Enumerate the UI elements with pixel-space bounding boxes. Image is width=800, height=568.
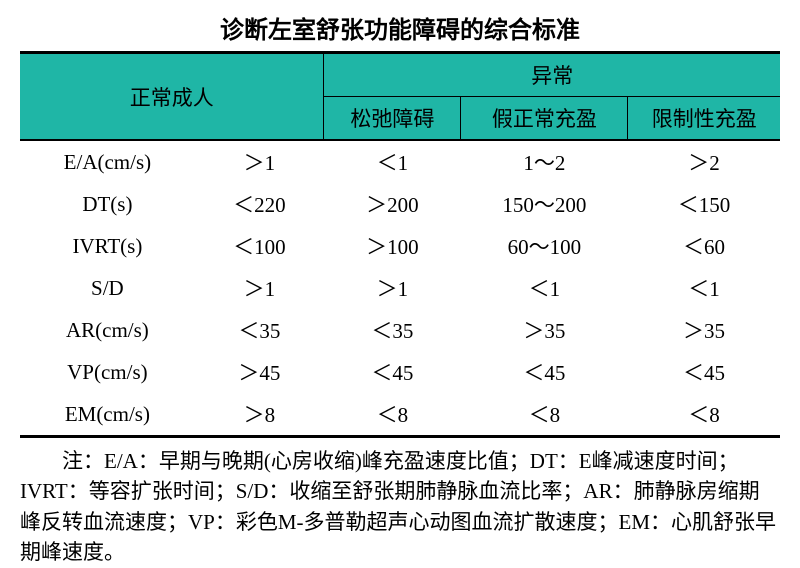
cell-normal: ＞1	[195, 267, 324, 309]
cell-c2: 1～2	[461, 140, 628, 183]
col-subheader-relaxation: 松弛障碍	[324, 97, 461, 141]
col-subheader-restrictive: 限制性充盈	[628, 97, 780, 141]
row-label: EM(cm/s)	[20, 393, 195, 437]
table-row: IVRT(s) ＜100 ＞100 60～100 ＜60	[20, 225, 780, 267]
cell-c3: ＜45	[628, 351, 780, 393]
cell-c1: ＜1	[324, 140, 461, 183]
cell-c3: ＜8	[628, 393, 780, 437]
col-header-abnormal: 异常	[324, 53, 780, 97]
row-label: E/A(cm/s)	[20, 140, 195, 183]
cell-normal: ＜35	[195, 309, 324, 351]
table-row: S/D ＞1 ＞1 ＜1 ＜1	[20, 267, 780, 309]
cell-c1: ＞100	[324, 225, 461, 267]
row-label: VP(cm/s)	[20, 351, 195, 393]
table-row: E/A(cm/s) ＞1 ＜1 1～2 ＞2	[20, 140, 780, 183]
table-row: EM(cm/s) ＞8 ＜8 ＜8 ＜8	[20, 393, 780, 437]
footnotes: 注：E/A：早期与晚期(心房收缩)峰充盈速度比值；DT：E峰减速度时间；IVRT…	[20, 446, 780, 568]
cell-c1: ＜45	[324, 351, 461, 393]
cell-c1: ＞200	[324, 183, 461, 225]
cell-c2: ＞35	[461, 309, 628, 351]
cell-c2: ＜8	[461, 393, 628, 437]
criteria-table: 正常成人异常松弛障碍假正常充盈限制性充盈 E/A(cm/s) ＞1 ＜1 1～2…	[20, 51, 780, 438]
cell-normal: ＞45	[195, 351, 324, 393]
cell-normal: ＞1	[195, 140, 324, 183]
table-body: E/A(cm/s) ＞1 ＜1 1～2 ＞2 DT(s) ＜220 ＞200 1…	[20, 140, 780, 437]
cell-c3: ＞35	[628, 309, 780, 351]
row-label: AR(cm/s)	[20, 309, 195, 351]
row-label: IVRT(s)	[20, 225, 195, 267]
cell-c2: 60～100	[461, 225, 628, 267]
cell-c3: ＜60	[628, 225, 780, 267]
table-row: VP(cm/s) ＞45 ＜45 ＜45 ＜45	[20, 351, 780, 393]
col-header-normal: 正常成人	[20, 53, 324, 141]
cell-normal: ＜220	[195, 183, 324, 225]
row-label: S/D	[20, 267, 195, 309]
cell-c1: ＜8	[324, 393, 461, 437]
cell-c1: ＜35	[324, 309, 461, 351]
cell-normal: ＞8	[195, 393, 324, 437]
cell-c3: ＜150	[628, 183, 780, 225]
cell-c3: ＜1	[628, 267, 780, 309]
page-root: 诊断左室舒张功能障碍的综合标准 正常成人异常松弛障碍假正常充盈限制性充盈 E/A…	[0, 0, 800, 522]
table-title: 诊断左室舒张功能障碍的综合标准	[20, 10, 780, 45]
cell-c1: ＞1	[324, 267, 461, 309]
cell-c2: ＜1	[461, 267, 628, 309]
table-row: DT(s) ＜220 ＞200 150～200 ＜150	[20, 183, 780, 225]
row-label: DT(s)	[20, 183, 195, 225]
cell-normal: ＜100	[195, 225, 324, 267]
col-subheader-pseudonormal: 假正常充盈	[461, 97, 628, 141]
cell-c3: ＞2	[628, 140, 780, 183]
cell-c2: 150～200	[461, 183, 628, 225]
table-row: AR(cm/s) ＜35 ＜35 ＞35 ＞35	[20, 309, 780, 351]
cell-c2: ＜45	[461, 351, 628, 393]
